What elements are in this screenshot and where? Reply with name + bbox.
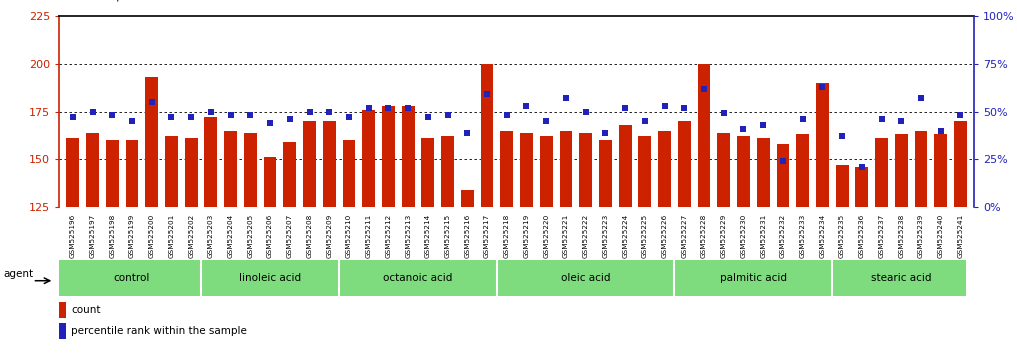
- Bar: [185, 138, 197, 207]
- Bar: [106, 140, 119, 207]
- Bar: [165, 136, 178, 207]
- Text: control: control: [114, 273, 151, 283]
- Bar: [244, 132, 256, 207]
- Bar: [224, 131, 237, 207]
- Bar: [639, 136, 651, 207]
- Bar: [717, 132, 730, 207]
- Bar: [461, 190, 474, 207]
- Bar: [836, 165, 848, 207]
- Bar: [540, 136, 552, 207]
- Bar: [777, 144, 789, 207]
- Bar: [86, 132, 99, 207]
- Bar: [303, 121, 316, 207]
- Bar: [796, 135, 810, 207]
- Bar: [816, 83, 829, 207]
- Text: oleic acid: oleic acid: [561, 273, 610, 283]
- Bar: [125, 140, 138, 207]
- Text: palmitic acid: palmitic acid: [720, 273, 787, 283]
- Bar: [66, 138, 79, 207]
- Bar: [343, 140, 355, 207]
- Bar: [914, 131, 928, 207]
- Text: agent: agent: [3, 269, 34, 279]
- Bar: [59, 323, 66, 339]
- Bar: [322, 121, 336, 207]
- Bar: [698, 64, 711, 207]
- Text: GDS3648 / 4966: GDS3648 / 4966: [55, 0, 158, 2]
- Bar: [954, 121, 967, 207]
- Bar: [935, 135, 947, 207]
- Bar: [876, 138, 888, 207]
- Text: stearic acid: stearic acid: [871, 273, 932, 283]
- Bar: [402, 106, 415, 207]
- Bar: [145, 77, 158, 207]
- Bar: [204, 117, 218, 207]
- Bar: [481, 64, 493, 207]
- Bar: [263, 158, 277, 207]
- Bar: [855, 167, 869, 207]
- Bar: [658, 131, 671, 207]
- Bar: [382, 106, 395, 207]
- Bar: [500, 131, 514, 207]
- Bar: [678, 121, 691, 207]
- Text: count: count: [71, 305, 101, 315]
- Bar: [362, 110, 375, 207]
- Bar: [59, 302, 66, 318]
- Text: linoleic acid: linoleic acid: [239, 273, 301, 283]
- Text: percentile rank within the sample: percentile rank within the sample: [71, 326, 247, 336]
- Bar: [580, 132, 592, 207]
- Bar: [895, 135, 908, 207]
- Bar: [421, 138, 434, 207]
- Bar: [618, 125, 632, 207]
- Bar: [520, 132, 533, 207]
- Bar: [441, 136, 454, 207]
- Bar: [737, 136, 750, 207]
- Bar: [757, 138, 770, 207]
- Bar: [599, 140, 612, 207]
- Text: octanoic acid: octanoic acid: [383, 273, 453, 283]
- Bar: [284, 142, 296, 207]
- Bar: [559, 131, 573, 207]
